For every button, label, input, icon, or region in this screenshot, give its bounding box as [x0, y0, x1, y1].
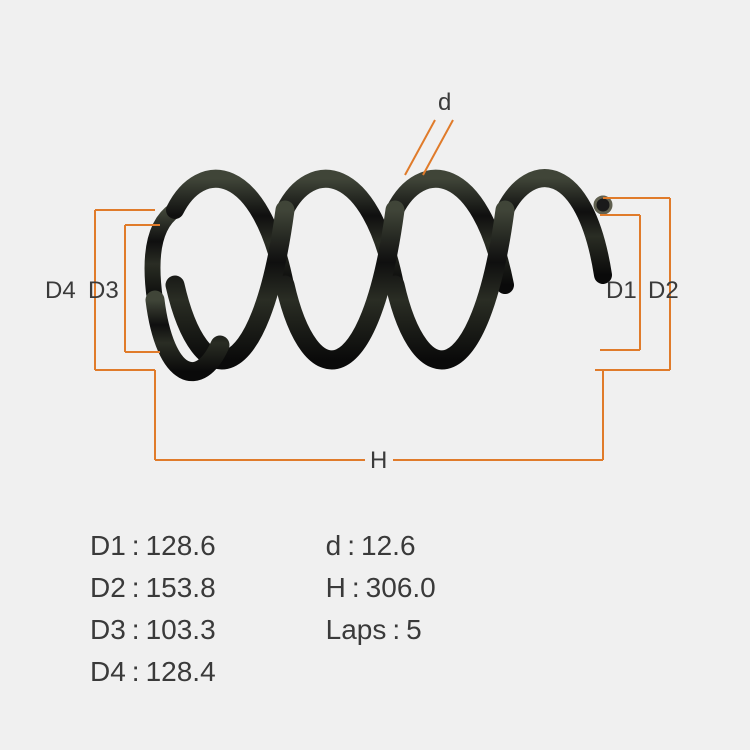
spec-label: Laps — [326, 609, 387, 651]
spec-value: 153.8 — [146, 567, 216, 609]
specification-table: D1:128.6 D2:153.8 D3:103.3 D4:128.4 d:12… — [90, 525, 436, 693]
spec-column-right: d:12.6 H:306.0 Laps:5 — [326, 525, 436, 693]
spec-label: H — [326, 567, 346, 609]
spec-value: 128.4 — [146, 651, 216, 693]
spec-label: D4 — [90, 651, 126, 693]
spec-value: 5 — [406, 609, 422, 651]
spec-value: 128.6 — [146, 525, 216, 567]
label-d1-text: D1 — [606, 277, 637, 304]
spec-label: D3 — [90, 609, 126, 651]
coil-spring-body — [153, 178, 612, 372]
spec-row: D1:128.6 — [90, 525, 216, 567]
spec-label: d — [326, 525, 342, 567]
spring-spec-diagram: d D4 D3 D1 D2 H D1:128.6 D2:153.8 D3:103… — [0, 0, 750, 750]
spec-row: d:12.6 — [326, 525, 436, 567]
spec-row: Laps:5 — [326, 609, 436, 651]
label-d-text: d — [438, 89, 451, 116]
spec-value: 306.0 — [366, 567, 436, 609]
spec-label: D2 — [90, 567, 126, 609]
label-d2-text: D2 — [648, 277, 679, 304]
spec-row: D3:103.3 — [90, 609, 216, 651]
spring-diagram: d D4 D3 D1 D2 H — [0, 0, 750, 520]
spec-row: D2:153.8 — [90, 567, 216, 609]
label-d4-text: D4 — [45, 277, 76, 304]
label-d3-text: D3 — [88, 277, 119, 304]
spec-value: 103.3 — [146, 609, 216, 651]
spec-row: H:306.0 — [326, 567, 436, 609]
spec-label: D1 — [90, 525, 126, 567]
spec-row: D4:128.4 — [90, 651, 216, 693]
spec-column-left: D1:128.6 D2:153.8 D3:103.3 D4:128.4 — [90, 525, 216, 693]
label-h-text: H — [370, 447, 387, 474]
spec-value: 12.6 — [361, 525, 416, 567]
dimension-text-labels: d D4 D3 D1 D2 H — [45, 89, 679, 474]
